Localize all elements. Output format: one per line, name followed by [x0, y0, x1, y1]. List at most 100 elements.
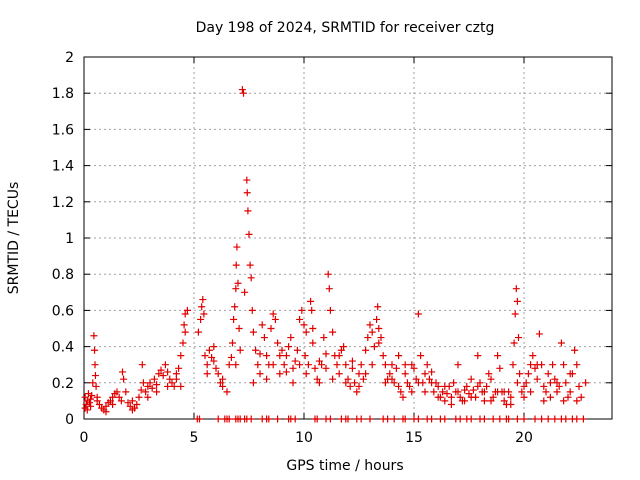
data-point [335, 352, 343, 360]
data-point [91, 372, 99, 380]
data-point [562, 379, 570, 387]
data-point [355, 382, 363, 390]
data-point [308, 306, 316, 314]
data-point [522, 379, 530, 387]
data-point [474, 352, 482, 360]
data-point [95, 401, 103, 409]
data-point [248, 306, 256, 314]
data-point [181, 310, 189, 318]
data-point [355, 370, 363, 378]
data-point [249, 328, 257, 336]
data-point [326, 306, 334, 314]
data-point [196, 415, 203, 423]
data-point [285, 343, 293, 351]
data-point [408, 388, 416, 396]
data-point [467, 375, 475, 383]
data-point [179, 339, 187, 347]
data-point [296, 315, 304, 323]
data-point [278, 346, 286, 354]
data-point [353, 388, 361, 396]
data-point [109, 401, 117, 409]
data-point [351, 379, 359, 387]
data-point [540, 397, 548, 405]
data-point [397, 388, 405, 396]
data-point [549, 361, 557, 369]
data-point [159, 372, 167, 380]
data-point [483, 382, 491, 390]
data-point [197, 315, 205, 323]
data-point [533, 361, 541, 369]
data-point [282, 368, 290, 376]
data-point [467, 415, 475, 423]
data-point [510, 339, 518, 347]
y-tick-label: 1.8 [52, 86, 74, 102]
data-point [518, 388, 526, 396]
data-point [524, 370, 532, 378]
data-point [244, 207, 252, 215]
data-point [421, 370, 429, 378]
data-point [219, 375, 227, 383]
data-point [88, 391, 96, 399]
data-point [480, 397, 488, 405]
data-point [148, 384, 156, 392]
data-point [335, 370, 343, 378]
data-point [247, 415, 255, 423]
data-point [322, 364, 330, 372]
data-point [357, 361, 365, 369]
data-point [269, 361, 277, 369]
data-point [480, 388, 488, 396]
data-point [388, 361, 396, 369]
data-point [177, 352, 185, 360]
data-point [454, 361, 462, 369]
data-point [500, 388, 508, 396]
data-point [315, 357, 323, 365]
data-point [456, 415, 464, 423]
data-point [214, 370, 222, 378]
data-point [232, 361, 240, 369]
data-point [447, 393, 455, 401]
data-point [227, 353, 235, 361]
data-point [375, 325, 383, 332]
data-point [236, 346, 244, 354]
data-point [256, 370, 264, 378]
data-point [153, 388, 161, 396]
data-point [368, 328, 376, 336]
data-point [467, 393, 475, 401]
data-point [509, 361, 517, 369]
data-point [274, 339, 282, 347]
data-point [138, 361, 146, 369]
data-point [373, 315, 381, 323]
data-point [146, 379, 154, 387]
data-point [243, 189, 251, 197]
data-point [374, 303, 382, 311]
data-point [232, 285, 240, 293]
data-point [546, 393, 554, 401]
data-point [234, 279, 242, 287]
data-point [135, 393, 143, 401]
data-point [465, 390, 473, 398]
data-point [542, 388, 550, 396]
data-point [441, 397, 449, 405]
data-point [155, 370, 163, 378]
data-point [309, 339, 317, 347]
data-point [487, 397, 495, 405]
data-point [168, 379, 176, 387]
data-point [428, 368, 436, 376]
data-point [214, 415, 222, 423]
data-point [276, 370, 284, 378]
data-point [322, 350, 330, 358]
data-point [401, 361, 409, 369]
data-point [175, 364, 183, 372]
data-point [399, 393, 407, 401]
data-point [414, 379, 422, 387]
data-point [527, 388, 535, 396]
data-point [571, 346, 579, 354]
data-point [531, 415, 539, 423]
data-point [557, 339, 565, 347]
data-point [181, 328, 189, 336]
data-point [386, 370, 394, 378]
data-point [392, 364, 400, 372]
data-point [340, 343, 348, 351]
data-point [254, 361, 262, 369]
data-point [494, 388, 502, 396]
